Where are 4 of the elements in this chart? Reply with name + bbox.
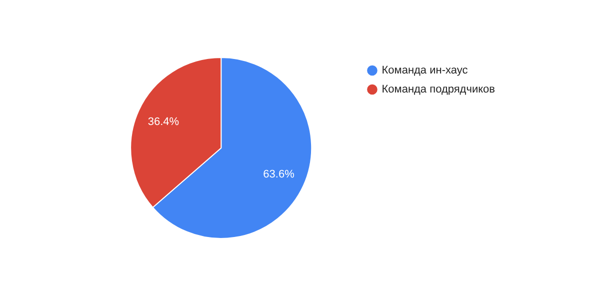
legend-label: Команда ин-хаус [382, 64, 468, 77]
data-label: 36.4% [148, 116, 180, 128]
legend-label: Команда подрядчиков [382, 84, 496, 96]
data-label: 63.6% [263, 168, 295, 180]
